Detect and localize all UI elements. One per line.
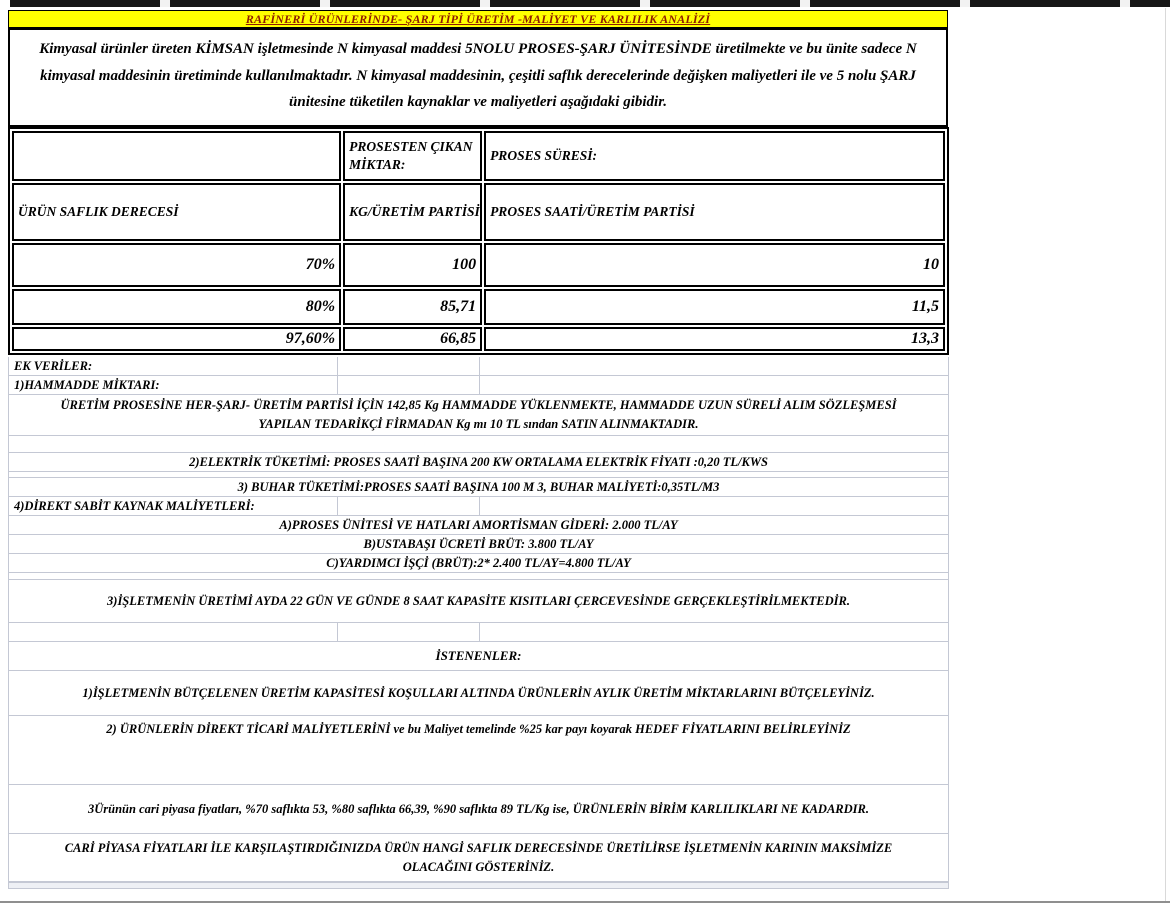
cell-hours-976: 13,3 xyxy=(484,327,945,351)
grid-divider xyxy=(479,623,480,641)
note-row-hammadde-label: 1)HAMMADDE MİKTARI: xyxy=(9,376,948,395)
spacer-row xyxy=(9,573,948,580)
note-row-istenenler: İSTENENLER: xyxy=(9,642,948,671)
section-heading: İSTENENLER: xyxy=(435,648,522,664)
question-row-4: CARİ PİYASA FİYATLARI İLE KARŞILAŞTIRDIĞ… xyxy=(9,834,948,882)
cost-table: PROSESTEN ÇIKAN MİKTAR: PROSES SÜRESİ: Ü… xyxy=(8,127,949,355)
additional-data-section: EK VERİLER: 1)HAMMADDE MİKTARI: ÜRETİM P… xyxy=(8,357,949,889)
section-end-border xyxy=(9,882,948,889)
grid-divider xyxy=(479,357,480,375)
note-text: 1)HAMMADDE MİKTARI: xyxy=(14,377,160,392)
cell-hours-80: 11,5 xyxy=(484,289,945,325)
intro-box: Kimyasal ürünler üreten KİMSAN işletmesi… xyxy=(8,28,948,127)
note-text: ÜRETİM PROSESİNE HER-ŞARJ- ÜRETİM PARTİS… xyxy=(60,398,897,431)
header-hours-per-batch: PROSES SAATİ/ÜRETİM PARTİSİ xyxy=(484,183,945,241)
cost-table-wrapper: PROSESTEN ÇIKAN MİKTAR: PROSES SÜRESİ: Ü… xyxy=(8,127,949,355)
grid-divider xyxy=(337,357,338,375)
table-row: 70% 100 10 xyxy=(12,243,945,287)
header-empty-cell xyxy=(12,131,342,181)
grid-divider xyxy=(479,376,480,394)
note-text: B)USTABAŞI ÜCRETİ BRÜT: 3.800 TL/AY xyxy=(363,536,594,551)
question-text: CARİ PİYASA FİYATLARI İLE KARŞILAŞTIRDIĞ… xyxy=(64,840,893,874)
header-process-time: PROSES SÜRESİ: xyxy=(484,131,945,181)
question-row-2: 2) ÜRÜNLERİN DİREKT TİCARİ MALİYETLERİNİ… xyxy=(9,716,948,785)
header-kg-per-batch: KG/ÜRETİM PARTİSİ xyxy=(343,183,483,241)
cell-kg-70: 100 xyxy=(343,243,483,287)
grid-divider xyxy=(337,623,338,641)
question-text: 2) ÜRÜNLERİN DİREKT TİCARİ MALİYETLERİNİ… xyxy=(106,722,851,736)
grid-divider xyxy=(337,376,338,394)
cell-kg-80: 85,71 xyxy=(343,289,483,325)
window-bottom-edge xyxy=(0,901,1170,903)
cell-purity-80: 80% xyxy=(12,289,342,325)
table-header-row-1: PROSESTEN ÇIKAN MİKTAR: PROSES SÜRESİ: xyxy=(12,131,945,181)
question-row-3: 3Ürünün cari piyasa fiyatları, %70 saflı… xyxy=(9,785,948,834)
spacer-row xyxy=(9,436,948,453)
table-row: 97,60% 66,85 13,3 xyxy=(12,327,945,351)
note-row-hammadde-detail: ÜRETİM PROSESİNE HER-ŞARJ- ÜRETİM PARTİS… xyxy=(9,395,948,436)
grid-divider xyxy=(337,497,338,515)
note-row-ek-veriler: EK VERİLER: xyxy=(9,357,948,376)
intro-paragraph: Kimyasal ürünler üreten KİMSAN işletmesi… xyxy=(39,41,917,111)
note-text: A)PROSES ÜNİTESİ VE HATLARI AMORTİSMAN G… xyxy=(279,517,678,532)
question-text: 1)İŞLETMENİN BÜTÇELENEN ÜRETİM KAPASİTES… xyxy=(82,685,875,700)
note-text: 4)DİREKT SABİT KAYNAK MALİYETLERİ: xyxy=(14,498,255,513)
cell-purity-976: 97,60% xyxy=(12,327,342,351)
cell-hours-70: 10 xyxy=(484,243,945,287)
question-row-1: 1)İŞLETMENİN BÜTÇELENEN ÜRETİM KAPASİTES… xyxy=(9,671,948,716)
table-row: 80% 85,71 11,5 xyxy=(12,289,945,325)
spacer-row xyxy=(9,472,948,478)
note-text: C)YARDIMCI İŞÇİ (BRÜT):2* 2.400 TL/AY=4.… xyxy=(326,555,631,570)
note-row-ustabasi: B)USTABAŞI ÜCRETİ BRÜT: 3.800 TL/AY xyxy=(9,535,948,554)
window-right-edge xyxy=(1165,8,1166,901)
note-row-amortisman: A)PROSES ÜNİTESİ VE HATLARI AMORTİSMAN G… xyxy=(9,516,948,535)
header-output-amount: PROSESTEN ÇIKAN MİKTAR: xyxy=(343,131,483,181)
note-text: 3)İŞLETMENİN ÜRETİMİ AYDA 22 GÜN VE GÜND… xyxy=(107,593,850,608)
grid-divider xyxy=(479,497,480,515)
note-text: 3) BUHAR TÜKETİMİ:PROSES SAATİ BAŞINA 10… xyxy=(237,479,720,494)
note-row-yardimci: C)YARDIMCI İŞÇİ (BRÜT):2* 2.400 TL/AY=4.… xyxy=(9,554,948,573)
note-row-kapasite: 3)İŞLETMENİN ÜRETİMİ AYDA 22 GÜN VE GÜND… xyxy=(9,580,948,623)
page-title: RAFİNERİ ÜRÜNLERİNDE- ŞARJ TİPİ ÜRETİM -… xyxy=(245,11,711,26)
window-top-bar xyxy=(10,0,1170,7)
question-text: 3Ürünün cari piyasa fiyatları, %70 saflı… xyxy=(88,801,869,816)
note-row-direkt-sabit: 4)DİREKT SABİT KAYNAK MALİYETLERİ: xyxy=(9,497,948,516)
spacer-row xyxy=(9,623,948,642)
note-text: 2)ELEKTRİK TÜKETİMİ: PROSES SAATİ BAŞINA… xyxy=(189,454,768,469)
cell-purity-70: 70% xyxy=(12,243,342,287)
header-purity-degree: ÜRÜN SAFLIK DERECESİ xyxy=(12,183,342,241)
note-row-elektrik: 2)ELEKTRİK TÜKETİMİ: PROSES SAATİ BAŞINA… xyxy=(9,453,948,472)
title-banner: RAFİNERİ ÜRÜNLERİNDE- ŞARJ TİPİ ÜRETİM -… xyxy=(8,10,948,28)
note-row-buhar: 3) BUHAR TÜKETİMİ:PROSES SAATİ BAŞINA 10… xyxy=(9,478,948,497)
table-header-row-2: ÜRÜN SAFLIK DERECESİ KG/ÜRETİM PARTİSİ P… xyxy=(12,183,945,241)
cell-kg-976: 66,85 xyxy=(343,327,483,351)
note-text: EK VERİLER: xyxy=(14,358,93,373)
